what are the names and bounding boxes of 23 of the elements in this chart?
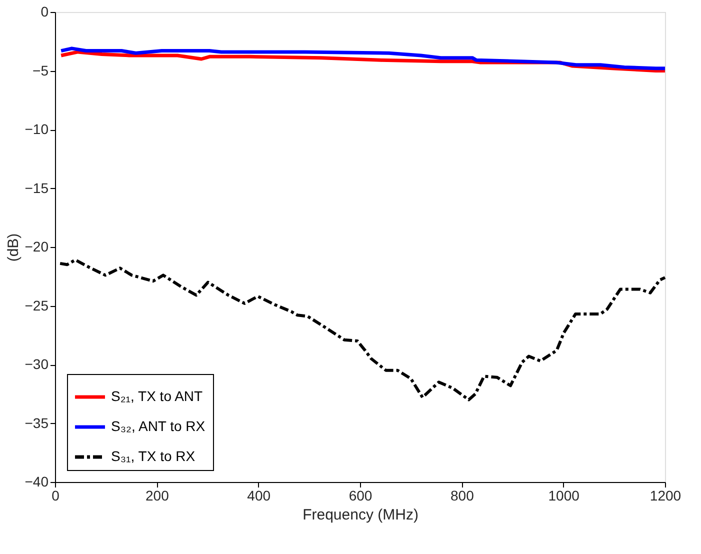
y-tick-label: −30 bbox=[24, 356, 49, 372]
y-axis-title: (dB) bbox=[4, 233, 22, 262]
x-tick-label: 1000 bbox=[548, 488, 580, 504]
legend-label: S₃₁, TX to RX bbox=[111, 448, 196, 464]
x-tick-label: 400 bbox=[247, 488, 271, 504]
x-tick-label: 0 bbox=[52, 488, 60, 504]
legend-label: S₂₁, TX to ANT bbox=[111, 388, 204, 404]
y-tick-label: −40 bbox=[24, 474, 49, 490]
y-tick-label: −10 bbox=[24, 121, 49, 137]
y-tick-label: −15 bbox=[24, 180, 49, 196]
y-tick-label: −25 bbox=[24, 297, 49, 314]
y-tick-label: 0 bbox=[40, 4, 49, 20]
x-tick-label: 200 bbox=[145, 488, 170, 504]
line-series bbox=[58, 258, 666, 402]
x-tick-label: 600 bbox=[348, 488, 372, 504]
x-tick-label: 1200 bbox=[650, 488, 682, 504]
x-axis-title: Frequency (MHz) bbox=[302, 506, 418, 524]
line-series bbox=[59, 46, 667, 70]
x-tick-label: 800 bbox=[450, 488, 474, 504]
y-tick-label: −20 bbox=[24, 238, 49, 254]
legend-label: S₃₂, ANT to RX bbox=[111, 418, 206, 434]
y-tick-label: −5 bbox=[32, 62, 49, 78]
y-tick-label: −35 bbox=[24, 414, 49, 431]
